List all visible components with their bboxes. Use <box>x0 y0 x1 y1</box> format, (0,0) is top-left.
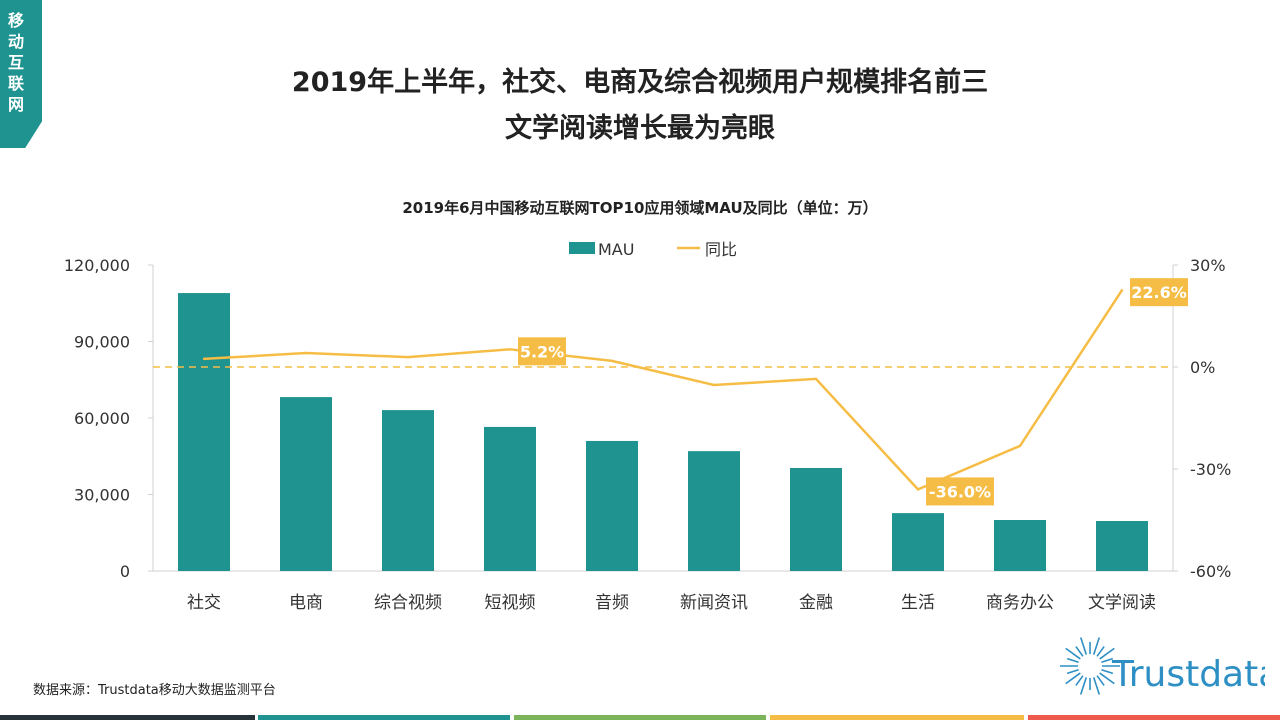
category-label: 短视频 <box>485 593 536 613</box>
category-label: 商务办公 <box>986 593 1054 613</box>
bar-生活 <box>892 513 944 571</box>
footer-color-strip <box>0 715 255 720</box>
yoy-point <box>304 351 308 355</box>
bar-商务办公 <box>994 520 1046 571</box>
data-label: 5.2% <box>520 342 564 361</box>
logo-ray <box>1066 657 1079 664</box>
trustdata-logo: Trustdata <box>1060 637 1265 695</box>
bar-金融 <box>790 467 842 571</box>
data-label-box <box>1130 278 1188 307</box>
footer-color-strip <box>514 715 766 720</box>
logo-ray <box>1096 646 1105 657</box>
legend-mau-swatch <box>569 242 595 254</box>
category-label: 综合视频 <box>374 593 442 613</box>
logo-ray <box>1096 675 1105 686</box>
logo-ray <box>1066 668 1079 675</box>
chart-title: 2019年6月中国移动互联网TOP10应用领域MAU及同比（单位：万） <box>402 199 878 217</box>
logo-ray <box>1079 637 1088 655</box>
yoy-point <box>1018 444 1022 448</box>
category-label: 文学阅读 <box>1088 593 1156 613</box>
logo-ray <box>1075 675 1084 686</box>
bar-新闻资讯 <box>688 451 740 571</box>
yoy-point <box>712 383 716 387</box>
yoy-point <box>1120 288 1124 292</box>
logo-ray <box>1065 672 1081 685</box>
headline-line-1: 2019年上半年，社交、电商及综合视频用户规模排名前三 <box>291 67 989 98</box>
legend-yoy-label: 同比 <box>705 240 737 259</box>
right-tick-label: -30% <box>1190 460 1231 479</box>
right-tick-label: 0% <box>1190 358 1215 377</box>
footer-color-strip <box>770 715 1024 720</box>
left-tick-label: 90,000 <box>74 333 130 352</box>
logo-ray <box>1079 677 1088 695</box>
left-tick-label: 60,000 <box>74 409 130 428</box>
data-label: 22.6% <box>1131 283 1187 302</box>
yoy-line <box>203 289 1124 491</box>
left-tick-label: 120,000 <box>64 256 130 275</box>
yoy-point <box>916 488 920 491</box>
footer-color-strip <box>258 715 510 720</box>
footer-color-strip <box>1028 715 1280 720</box>
headline-line-2: 文学阅读增长最为亮眼 <box>505 113 775 144</box>
logo-ray <box>1075 646 1084 657</box>
bar-音频 <box>586 440 638 571</box>
category-label: 电商 <box>289 593 323 613</box>
data-label-box <box>926 477 994 506</box>
yoy-point <box>610 359 614 363</box>
bar-电商 <box>280 397 332 571</box>
logo-ray <box>1099 672 1115 685</box>
category-label: 新闻资讯 <box>680 593 748 613</box>
logo-ray <box>1065 647 1081 660</box>
logo-ray <box>1092 677 1101 695</box>
logo-ray <box>1099 647 1115 660</box>
bar-社交 <box>178 293 230 571</box>
left-tick-label: 30,000 <box>74 486 130 505</box>
section-tag: 移动互联网 <box>0 0 42 148</box>
svg-text:Trustdata: Trustdata <box>1111 654 1265 695</box>
right-tick-label: 30% <box>1190 256 1226 275</box>
left-tick-label: 0 <box>120 562 130 581</box>
bar-短视频 <box>484 426 536 571</box>
category-label: 社交 <box>187 593 221 613</box>
logo-ray <box>1101 668 1114 675</box>
yoy-point <box>814 377 818 381</box>
bar-综合视频 <box>382 410 434 571</box>
legend-mau-label: MAU <box>598 240 634 259</box>
logo-ray <box>1101 657 1114 664</box>
data-label: -36.0% <box>929 482 991 501</box>
category-label: 生活 <box>901 593 935 613</box>
yoy-point <box>406 355 410 359</box>
yoy-point <box>508 348 512 351</box>
right-tick-label: -60% <box>1190 562 1231 581</box>
category-label: 金融 <box>799 593 833 613</box>
yoy-point <box>202 357 206 361</box>
data-label-box <box>518 337 566 366</box>
section-tag-text: 移动互联网 <box>8 11 25 114</box>
bar-文学阅读 <box>1096 521 1148 571</box>
category-label: 音频 <box>595 593 629 613</box>
data-source: 数据来源：Trustdata移动大数据监测平台 <box>33 683 276 698</box>
logo-ray <box>1092 637 1101 655</box>
